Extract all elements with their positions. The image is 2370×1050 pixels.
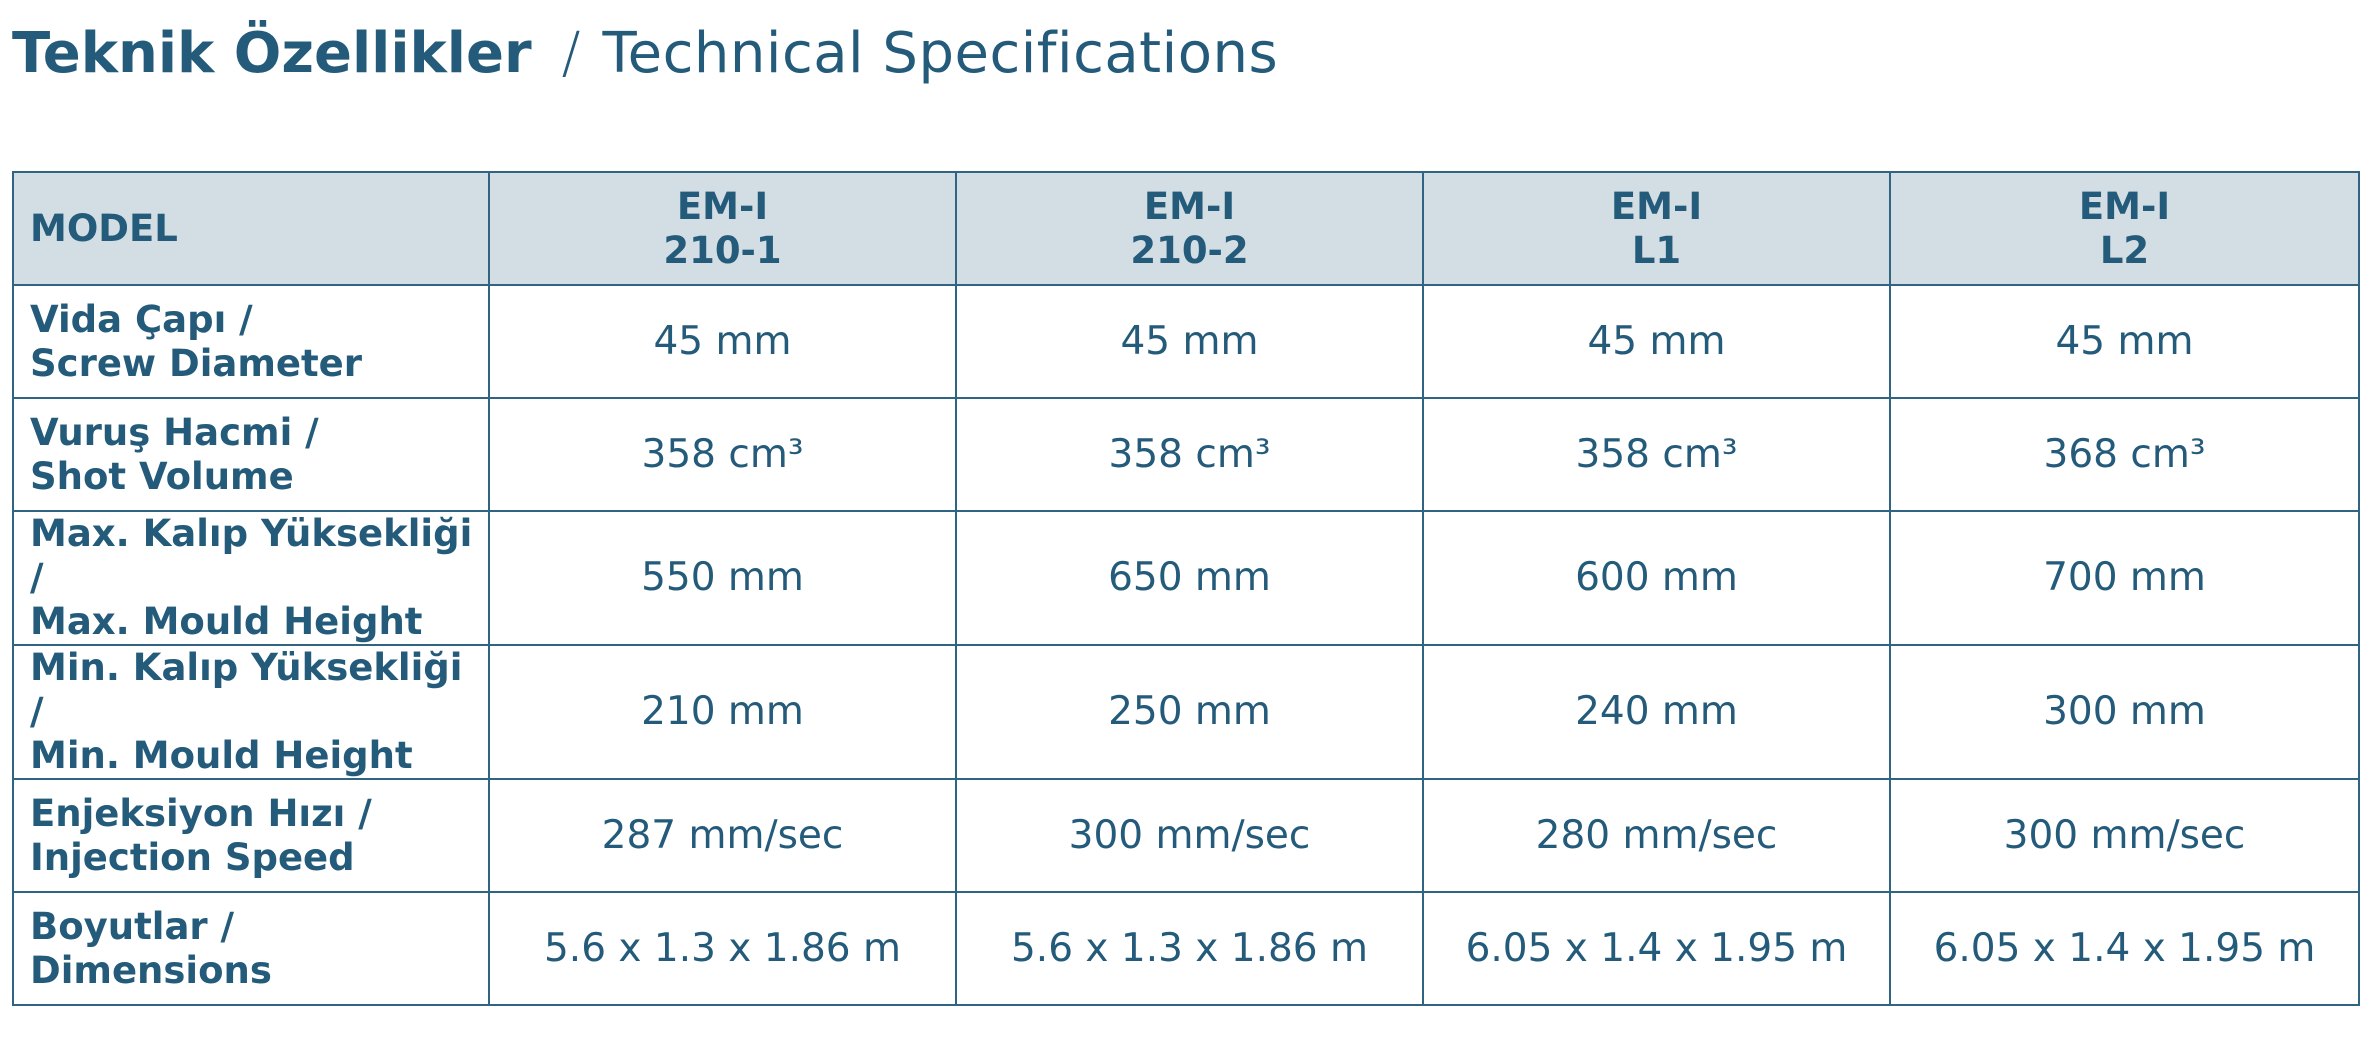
cell-value: 300 mm/sec <box>955 778 1424 893</box>
spec-table: MODEL EM-I 210-1 EM-I 210-2 EM-I L1 EM-I L2 Vida… <box>12 171 2360 1006</box>
table-row: Enjeksiyon Hızı / Injection Speed 287 mm/s… <box>12 778 2360 893</box>
cell-line: Max. Mould Height <box>30 600 423 643</box>
cell-line: EM-I <box>676 184 769 228</box>
cell-line: Vida Çapı / <box>30 297 253 341</box>
cell-value: 650 mm <box>955 510 1424 646</box>
table-row: Boyutlar / Dimensions 5.6 x 1.3 x 1.86 m 5.… <box>12 891 2360 1006</box>
cell-value: 6.05 x 1.4 x 1.95 m <box>1889 891 2360 1006</box>
table-body: Vida Çapı / Screw Diameter 45 mm 45 mm 45 mm… <box>12 284 2360 1006</box>
cell-value: 45 mm <box>1422 284 1891 399</box>
row-label: Min. Kalıp Yüksekliği / Min. Mould Height <box>12 644 490 780</box>
cell-value: 250 mm <box>955 644 1424 780</box>
cell-value: 300 mm <box>1889 644 2360 780</box>
cell-value: 45 mm <box>1889 284 2360 399</box>
title: Teknik Özellikler <box>12 21 532 86</box>
cell-line: L2 <box>2099 228 2150 272</box>
cell-value: 358 cm³ <box>1422 397 1891 512</box>
cell-value: 300 mm/sec <box>1889 778 2360 893</box>
header-row: MODEL EM-I 210-1 EM-I 210-2 EM-I L1 EM-I L2 <box>12 171 2360 286</box>
cell-line: Enjeksiyon Hızı / <box>30 791 372 835</box>
cell-value: 600 mm <box>1422 510 1891 646</box>
cell-line: Dimensions <box>30 948 272 992</box>
column-header: EM-I L1 <box>1422 171 1891 286</box>
cell-line: MODEL <box>30 206 178 250</box>
cell-value: 45 mm <box>488 284 957 399</box>
cell-line: L1 <box>1631 228 1682 272</box>
cell-line: Screw Diameter <box>30 341 363 385</box>
cell-value: 358 cm³ <box>955 397 1424 512</box>
cell-value: 45 mm <box>955 284 1424 399</box>
column-header: EM-I 210-1 <box>488 171 957 286</box>
cell-value: 287 mm/sec <box>488 778 957 893</box>
cell-line: Max. Kalıp Yüksekliği / <box>30 512 473 599</box>
cell-value: 5.6 x 1.3 x 1.86 m <box>488 891 957 1006</box>
cell-value: 210 mm <box>488 644 957 780</box>
table-row: Vuruş Hacmi / Shot Volume 358 cm³ 358 cm³ 35… <box>12 397 2360 512</box>
subtitle: Technical Specifications <box>602 21 1279 86</box>
cell-line: EM-I <box>1610 184 1703 228</box>
cell-value: 550 mm <box>488 510 957 646</box>
row-label: Vuruş Hacmi / Shot Volume <box>12 397 490 512</box>
table-row: Min. Kalıp Yüksekliği / Min. Mould Height… <box>12 644 2360 780</box>
column-header: EM-I L2 <box>1889 171 2360 286</box>
cell-line: Shot Volume <box>30 454 294 498</box>
cell-line: Min. Mould Height <box>30 734 413 777</box>
row-label: Vida Çapı / Screw Diameter <box>12 284 490 399</box>
cell-line: Boyutlar / <box>30 904 235 948</box>
cell-line: 210-2 <box>1130 228 1249 272</box>
cell-value: 368 cm³ <box>1889 397 2360 512</box>
separator: / <box>561 21 581 86</box>
table-row: Max. Kalıp Yüksekliği / Max. Mould Height… <box>12 510 2360 646</box>
cell-value: 700 mm <box>1889 510 2360 646</box>
cell-value: 240 mm <box>1422 644 1891 780</box>
table-row: Vida Çapı / Screw Diameter 45 mm 45 mm 45 mm… <box>12 284 2360 399</box>
row-label: Boyutlar / Dimensions <box>12 891 490 1006</box>
cell-line: Injection Speed <box>30 835 355 879</box>
row-label: Enjeksiyon Hızı / Injection Speed <box>12 778 490 893</box>
cell-line: Min. Kalıp Yüksekliği / <box>30 646 463 733</box>
cell-value: 358 cm³ <box>488 397 957 512</box>
cell-line: Vuruş Hacmi / <box>30 410 319 454</box>
column-header: EM-I 210-2 <box>955 171 1424 286</box>
cell-line: 210-1 <box>663 228 782 272</box>
column-header: MODEL <box>12 171 490 286</box>
cell-value: 5.6 x 1.3 x 1.86 m <box>955 891 1424 1006</box>
cell-line: EM-I <box>1143 184 1236 228</box>
row-label: Max. Kalıp Yüksekliği / Max. Mould Height <box>12 510 490 646</box>
cell-value: 280 mm/sec <box>1422 778 1891 893</box>
cell-line: EM-I <box>2078 184 2171 228</box>
cell-value: 6.05 x 1.4 x 1.95 m <box>1422 891 1891 1006</box>
heading: Teknik Özellikler / Technical Specificatio… <box>12 14 1278 94</box>
